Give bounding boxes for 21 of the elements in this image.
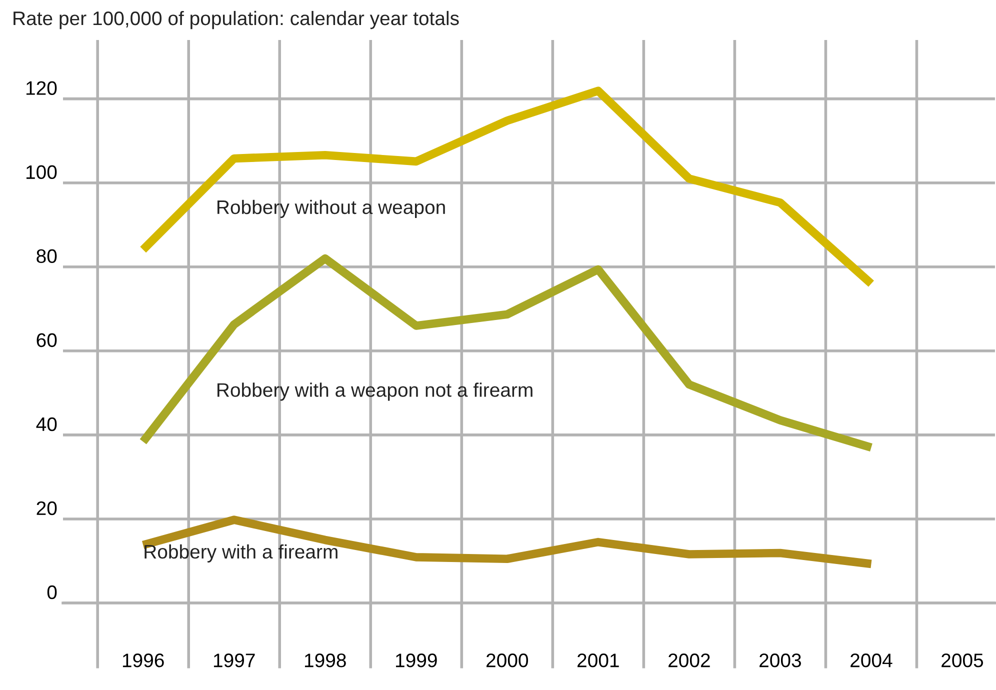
x-tick-label: 1999 [396,654,437,668]
x-tick-label: 1996 [122,654,164,668]
x-tick-label: 2005 [942,654,984,668]
series-label: Robbery with a firearm [144,544,338,562]
x-tick-label: 2002 [668,654,710,668]
series-label: Robbery with a weapon not a firearm [218,382,532,401]
y-tick-label: 0 [47,585,57,600]
y-tick-label: 100 [26,165,57,180]
y-tick-label: 80 [36,249,57,264]
chart-title: Rate per 100,000 of population: calendar year totals [14,10,459,30]
x-tick-label: 2004 [850,654,892,668]
x-tick-label: 2000 [486,654,528,668]
x-tick-label: 2003 [760,654,801,668]
x-tick-label: 2001 [578,654,619,668]
x-tick-label: 1998 [304,654,346,668]
series-label: Robbery without a weapon [218,200,445,218]
y-tick-label: 40 [36,417,57,432]
y-tick-label: 20 [36,501,57,516]
y-tick-label: 60 [36,333,57,348]
y-tick-label: 120 [26,81,57,95]
x-tick-label: 1997 [214,654,255,668]
